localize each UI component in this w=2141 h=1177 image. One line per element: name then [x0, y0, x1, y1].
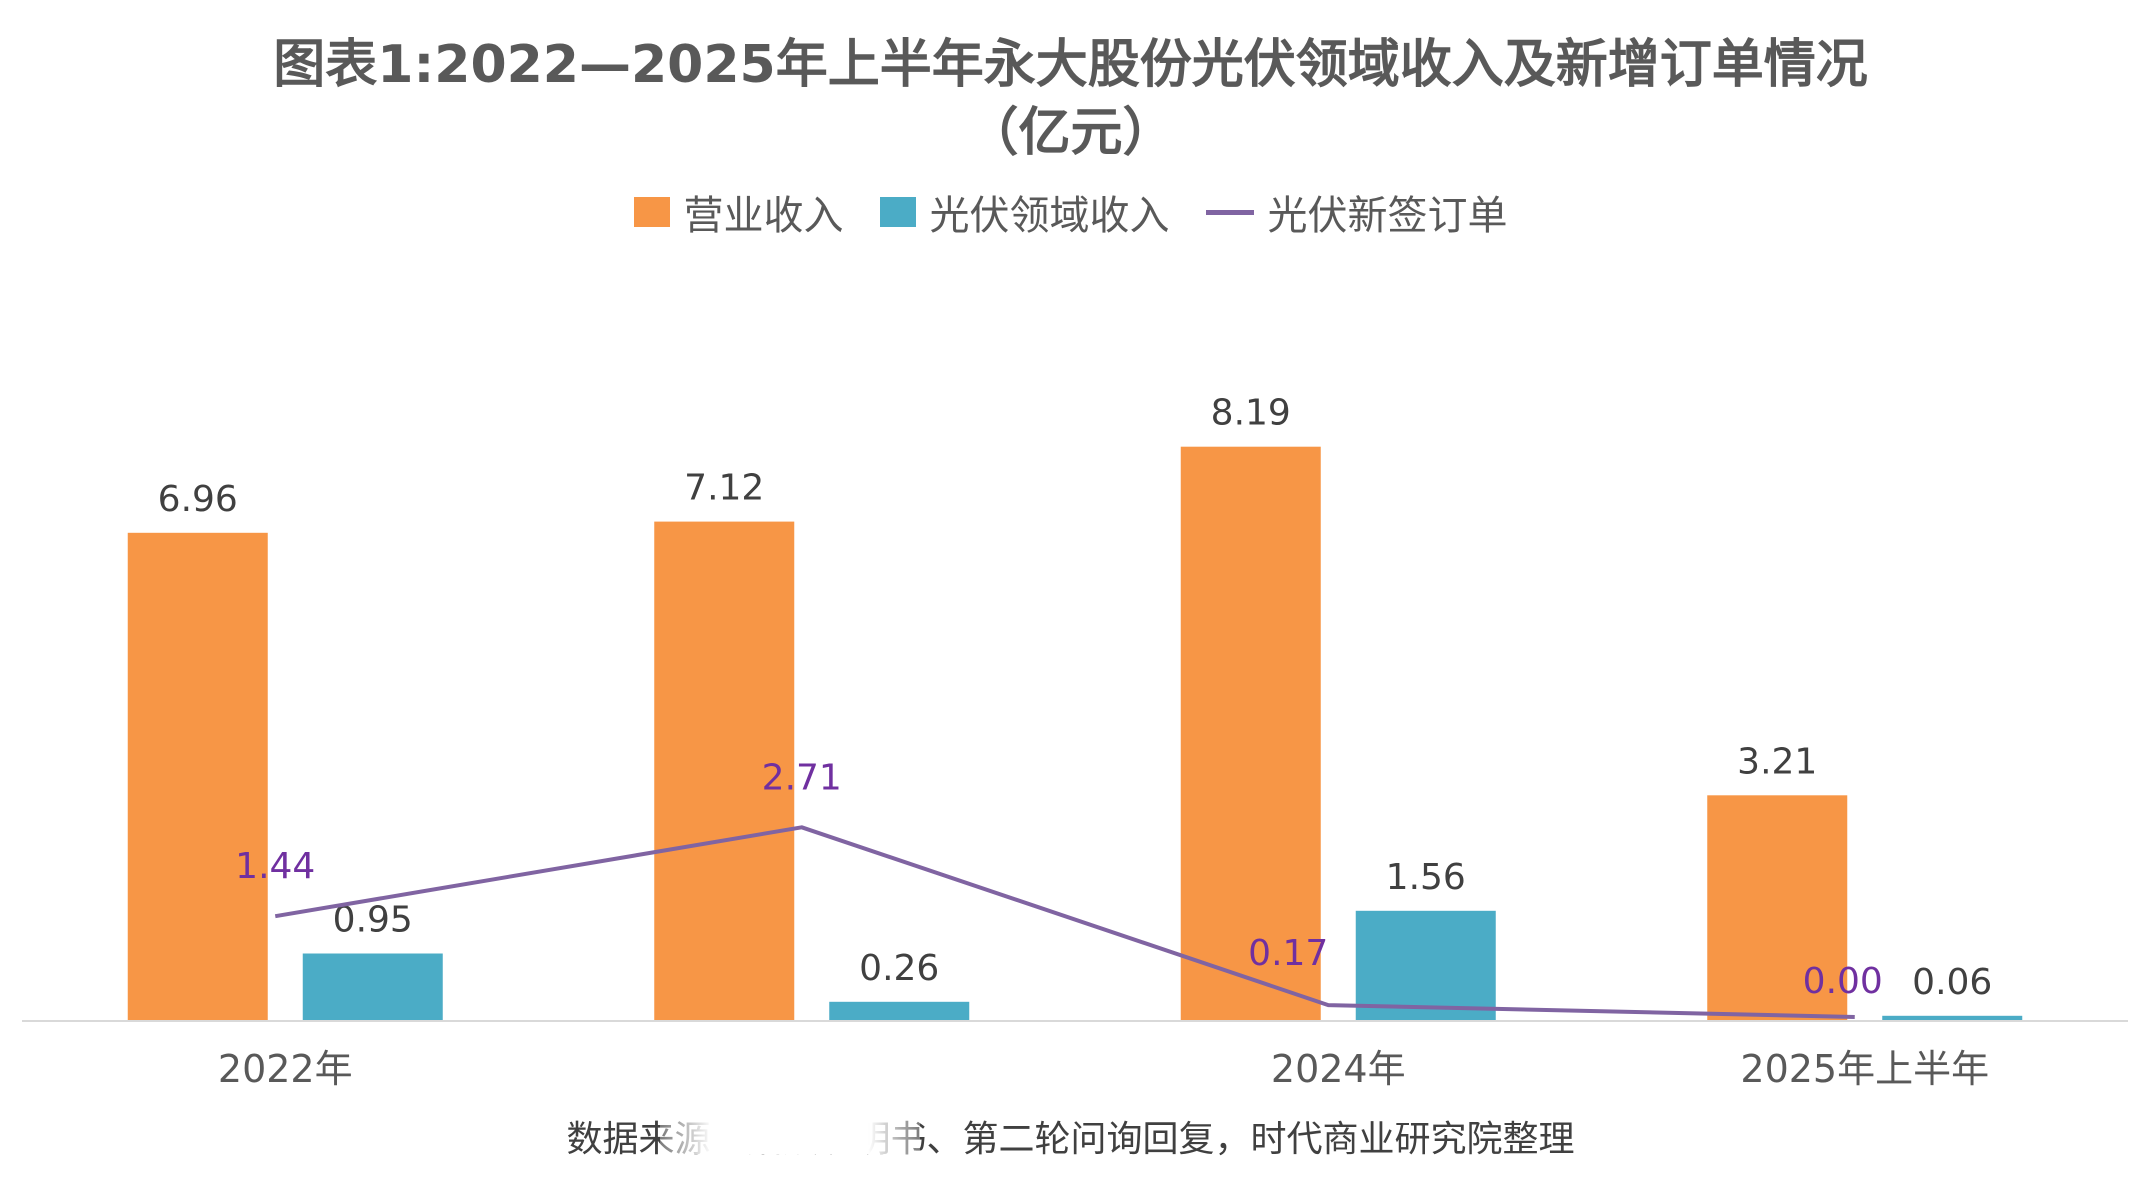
label-pv-orders-2: 0.17 [1248, 933, 1328, 974]
bar-pv-revenue-0 [302, 953, 443, 1020]
label-revenue-3: 3.21 [1737, 741, 1817, 782]
label-pv-revenue-3: 0.06 [1912, 962, 1992, 1003]
chart-subtitle: （亿元） [966, 103, 1175, 163]
bar-pv-revenue-1 [829, 1001, 970, 1020]
chart-title: 图表1:2022—2025年上半年永大股份光伏领域收入及新增订单情况 [273, 35, 1868, 95]
x-tick-label-0: 2022年 [218, 1047, 353, 1091]
legend-item-pv-orders: 光伏新签订单 [1205, 183, 1508, 241]
legend-label-pv-orders: 光伏新签订单 [1267, 193, 1508, 239]
legend-swatch-pv-revenue [879, 197, 916, 227]
label-pv-revenue-1: 0.26 [859, 948, 939, 989]
label-revenue-0: 6.96 [158, 479, 238, 520]
redaction-mask [660, 1112, 920, 1154]
label-pv-revenue-2: 1.56 [1386, 857, 1466, 898]
bar-revenue-0 [127, 532, 268, 1020]
legend-swatch-revenue [633, 197, 670, 227]
legend-item-pv-revenue: 光伏领域收入 [879, 183, 1170, 241]
line-pv-orders [274, 825, 1855, 1019]
bar-pv-revenue-2 [1355, 910, 1496, 1020]
label-pv-orders-0: 1.44 [235, 846, 315, 887]
label-pv-revenue-0: 0.95 [333, 900, 413, 941]
label-pv-orders-3: 0.00 [1803, 961, 1883, 1002]
bar-revenue-1 [654, 521, 795, 1020]
legend-item-revenue: 营业收入 [633, 183, 844, 241]
label-pv-orders-1: 2.71 [762, 757, 842, 798]
source-note: 数据来源：招股说明书、第二轮问询回复，时代商业研究院整理 [566, 1119, 1575, 1160]
bar-pv-revenue-3 [1882, 1015, 2023, 1020]
legend: 营业收入 光伏领域收入 光伏新签订单 [0, 183, 2141, 241]
legend-label-pv-revenue: 光伏领域收入 [929, 193, 1170, 239]
x-tick-label-2: 2024年 [1271, 1047, 1406, 1091]
x-tick-label-3: 2025年上半年 [1740, 1047, 1989, 1091]
legend-label-revenue: 营业收入 [683, 193, 844, 239]
bar-revenue-2 [1180, 446, 1321, 1020]
label-revenue-1: 7.12 [684, 468, 764, 509]
legend-swatch-pv-orders [1205, 209, 1254, 215]
bar-revenue-3 [1707, 795, 1848, 1020]
label-revenue-2: 8.19 [1211, 393, 1291, 434]
